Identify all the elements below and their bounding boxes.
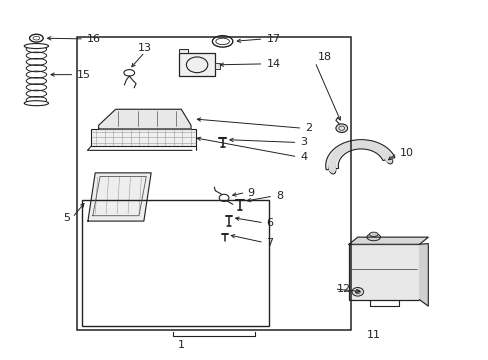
PathPatch shape xyxy=(325,140,394,170)
Text: 14: 14 xyxy=(266,59,280,69)
Bar xyxy=(81,200,268,327)
Ellipse shape xyxy=(328,164,335,174)
Text: 1: 1 xyxy=(178,340,184,350)
Circle shape xyxy=(335,124,347,132)
Text: 10: 10 xyxy=(399,148,413,158)
Text: 9: 9 xyxy=(246,188,254,198)
Polygon shape xyxy=(348,237,427,244)
Text: 6: 6 xyxy=(266,218,273,228)
Polygon shape xyxy=(88,173,151,221)
Circle shape xyxy=(351,288,363,296)
Ellipse shape xyxy=(107,216,118,221)
Bar xyxy=(215,63,220,69)
Ellipse shape xyxy=(366,234,380,241)
Ellipse shape xyxy=(24,101,48,106)
Text: 15: 15 xyxy=(77,69,91,80)
Text: 4: 4 xyxy=(300,152,307,162)
Text: 11: 11 xyxy=(366,330,380,341)
Bar xyxy=(179,49,187,53)
Polygon shape xyxy=(99,109,191,129)
Text: 7: 7 xyxy=(266,238,273,248)
Text: 17: 17 xyxy=(266,34,280,44)
Polygon shape xyxy=(419,244,427,306)
Text: 8: 8 xyxy=(276,191,283,201)
Bar xyxy=(179,53,215,76)
Text: 2: 2 xyxy=(305,123,312,133)
Ellipse shape xyxy=(384,154,392,164)
Bar xyxy=(348,244,419,300)
Ellipse shape xyxy=(368,232,377,237)
Text: 5: 5 xyxy=(63,212,70,222)
Text: 13: 13 xyxy=(138,43,151,53)
Text: 18: 18 xyxy=(317,52,331,62)
Ellipse shape xyxy=(24,44,48,49)
Text: 12: 12 xyxy=(336,284,350,294)
Bar xyxy=(91,129,196,146)
Text: 3: 3 xyxy=(300,138,307,148)
Bar xyxy=(77,37,351,330)
Text: 16: 16 xyxy=(86,34,100,44)
